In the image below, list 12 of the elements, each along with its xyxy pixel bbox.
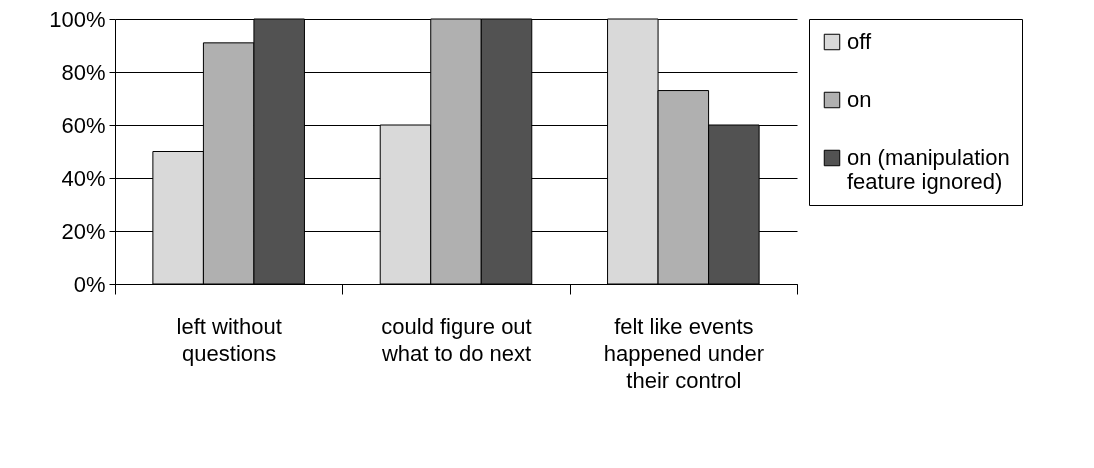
legend-label: on	[847, 87, 872, 112]
y-tick-label: 60%	[61, 112, 106, 138]
x-tick-label: could figure out what to do next	[380, 313, 532, 366]
legend-label: on (manipulation feature ignored)	[847, 145, 1010, 194]
y-tick-label: 40%	[61, 165, 106, 191]
x-tick-label: left without questions	[176, 313, 282, 366]
x-tick-label: felt like events happened under their control	[603, 313, 764, 393]
legend-label: off	[847, 29, 872, 54]
y-tick-label: 100%	[49, 6, 106, 32]
y-tick-label: 0%	[73, 271, 106, 297]
y-tick-label: 20%	[61, 218, 106, 244]
y-tick-label: 80%	[61, 59, 106, 85]
